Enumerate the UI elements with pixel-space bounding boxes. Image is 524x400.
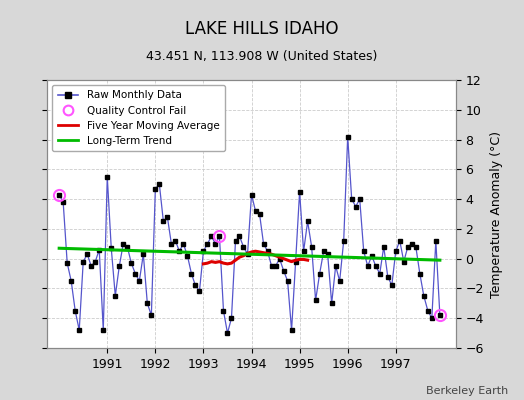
Legend: Raw Monthly Data, Quality Control Fail, Five Year Moving Average, Long-Term Tren: Raw Monthly Data, Quality Control Fail, … <box>52 85 225 151</box>
Text: Berkeley Earth: Berkeley Earth <box>426 386 508 396</box>
Y-axis label: Temperature Anomaly (°C): Temperature Anomaly (°C) <box>489 130 503 298</box>
Text: 43.451 N, 113.908 W (United States): 43.451 N, 113.908 W (United States) <box>146 50 378 63</box>
Text: LAKE HILLS IDAHO: LAKE HILLS IDAHO <box>185 20 339 38</box>
